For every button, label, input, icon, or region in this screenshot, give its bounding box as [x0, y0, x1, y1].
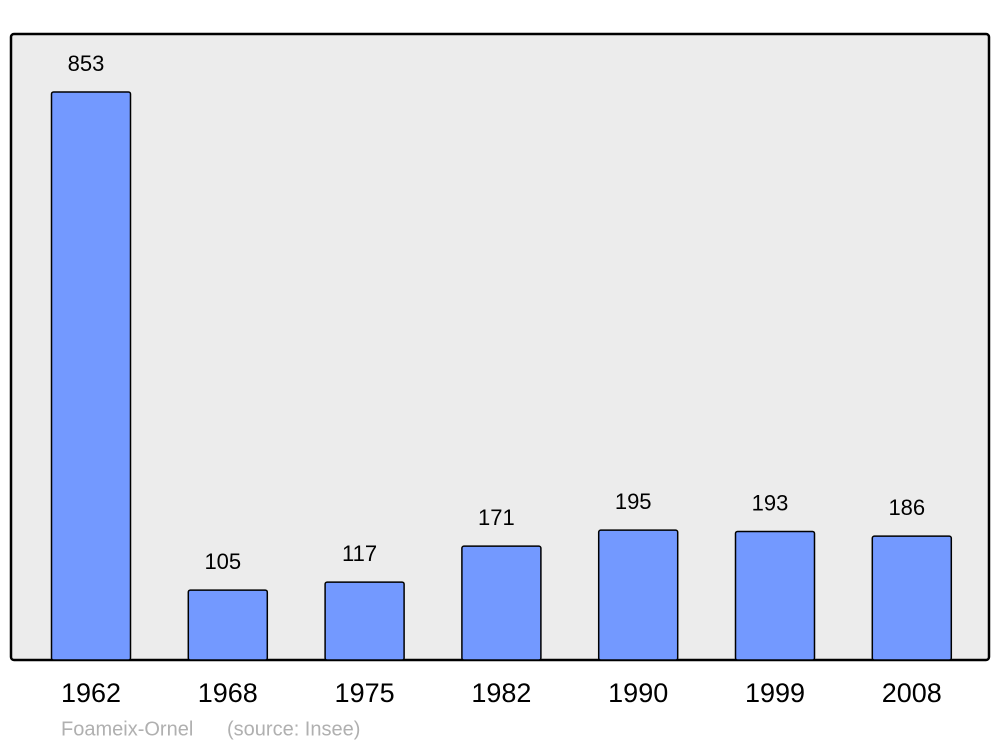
bar	[50, 91, 132, 661]
x-tick-label: 1968	[198, 678, 258, 708]
x-tick-label: 2008	[882, 678, 942, 708]
caption: Foameix-Ornel	[61, 718, 193, 740]
source: (source: Insee)	[227, 718, 360, 740]
value-label: 171	[478, 505, 515, 530]
value-label: 105	[204, 549, 241, 574]
bar	[187, 589, 269, 661]
x-tick-label: 1990	[608, 678, 668, 708]
bar	[871, 535, 953, 661]
x-tick-label: 1962	[61, 678, 121, 708]
x-tick-label: 1975	[335, 678, 395, 708]
value-label: 186	[888, 495, 925, 520]
bar	[324, 581, 405, 661]
value-label: 195	[615, 489, 652, 514]
bar	[461, 545, 542, 661]
value-label: 853	[68, 51, 105, 76]
bar	[597, 529, 679, 661]
x-tick-label: 1999	[745, 678, 805, 708]
x-tick-label: 1982	[471, 678, 531, 708]
bar	[734, 530, 816, 661]
value-label: 193	[752, 490, 789, 515]
value-label: 117	[342, 541, 377, 566]
